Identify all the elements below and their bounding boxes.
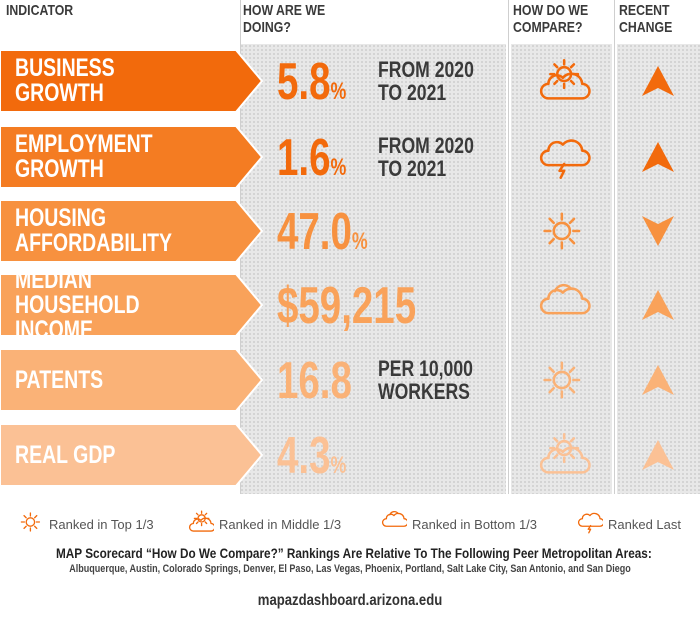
indicator-banner: HOUSING AFFORDABILITY bbox=[0, 200, 270, 262]
change-column-panel bbox=[617, 44, 700, 494]
arrow-up-icon bbox=[640, 64, 676, 98]
legend-item-bottom: Ranked in Bottom 1/3 bbox=[381, 510, 537, 539]
indicator-label: MEDIAN HOUSEHOLD INCOME bbox=[15, 265, 140, 344]
sun-behind-cloud-icon bbox=[188, 510, 219, 539]
indicator-label: HOUSING AFFORDABILITY bbox=[15, 204, 173, 257]
header-change-line2: CHANGE bbox=[619, 19, 673, 36]
legend-item-last: Ranked Last bbox=[577, 510, 681, 539]
scorecard-row: HOUSING AFFORDABILITY 47.0% bbox=[0, 200, 700, 262]
value-unit: % bbox=[330, 78, 347, 105]
sun-icon bbox=[535, 208, 591, 254]
header-indicator: INDICATOR bbox=[6, 2, 74, 19]
arrow-up-icon bbox=[640, 140, 676, 174]
value-unit: % bbox=[351, 228, 368, 255]
indicator-banner: MEDIAN HOUSEHOLD INCOME bbox=[0, 265, 270, 344]
header-compare-line2: COMPARE? bbox=[513, 19, 583, 36]
indicator-banner: BUSINESS GROWTH bbox=[0, 50, 270, 112]
scorecard-row: EMPLOYMENT GROWTH 1.6% FROM 2020 TO 2021 bbox=[0, 126, 700, 188]
scorecard-row: MEDIAN HOUSEHOLD INCOME $59,215 bbox=[0, 265, 700, 344]
value-note: PER 10,000 WORKERS bbox=[378, 356, 473, 404]
value-note: FROM 2020 TO 2021 bbox=[378, 133, 474, 181]
arrow-down-icon bbox=[640, 214, 676, 248]
header-doing-line1: HOW ARE WE bbox=[243, 2, 326, 19]
indicator-value: 5.8% bbox=[277, 56, 346, 118]
scorecard-row: PATENTS 16.8 PER 10,000 WORKERS bbox=[0, 349, 700, 411]
indicator-value: 16.8 bbox=[277, 355, 352, 417]
value-number: 47.0 bbox=[277, 203, 352, 261]
value-number: 1.6 bbox=[277, 129, 331, 187]
indicator-value: 4.3% bbox=[277, 430, 346, 492]
indicator-value: $59,215 bbox=[277, 280, 416, 342]
legend-label: Ranked in Bottom 1/3 bbox=[412, 517, 538, 532]
storm-cloud-icon bbox=[577, 510, 608, 539]
header-recent-change: RECENT CHANGE bbox=[619, 2, 672, 36]
header-change-line1: RECENT bbox=[619, 2, 670, 19]
header-how-are-we-doing: HOW ARE WE DOING? bbox=[243, 2, 325, 36]
cloud-icon bbox=[535, 282, 591, 328]
sun-icon bbox=[18, 510, 49, 539]
doing-column-panel bbox=[240, 44, 506, 494]
footnote-cities: Albuquerque, Austin, Colorado Springs, D… bbox=[69, 563, 631, 575]
legend-item-top: Ranked in Top 1/3 bbox=[18, 510, 154, 539]
legend-item-middle: Ranked in Middle 1/3 bbox=[188, 510, 341, 539]
indicator-label: REAL GDP bbox=[15, 440, 116, 469]
indicator-value: 47.0% bbox=[277, 206, 368, 268]
sun-behind-cloud-icon bbox=[535, 58, 591, 104]
value-number: 5.8 bbox=[277, 53, 331, 111]
column-divider bbox=[614, 0, 615, 494]
value-number: 16.8 bbox=[277, 352, 352, 410]
legend-label: Ranked Last bbox=[608, 517, 681, 532]
website-url[interactable]: mapazdashboard.arizona.edu bbox=[257, 592, 443, 609]
arrow-up-icon bbox=[640, 363, 676, 397]
footnote-title: MAP Scorecard “How Do We Compare?” Ranki… bbox=[56, 545, 652, 561]
header-doing-line2: DOING? bbox=[243, 19, 291, 36]
indicator-label: PATENTS bbox=[15, 365, 104, 394]
sun-behind-cloud-icon bbox=[535, 432, 591, 478]
storm-cloud-icon bbox=[535, 134, 591, 180]
legend-label: Ranked in Top 1/3 bbox=[49, 517, 154, 532]
scorecard-row: BUSINESS GROWTH 5.8% FROM 2020 TO 2021 bbox=[0, 50, 700, 112]
table-header: INDICATOR HOW ARE WE DOING? HOW DO WE CO… bbox=[0, 0, 700, 48]
indicator-label: EMPLOYMENT GROWTH bbox=[15, 130, 153, 183]
legend-label: Ranked in Middle 1/3 bbox=[219, 517, 342, 532]
scorecard-row: REAL GDP 4.3% bbox=[0, 424, 700, 486]
arrow-up-icon bbox=[640, 438, 676, 472]
indicator-label: BUSINESS GROWTH bbox=[15, 54, 115, 107]
indicator-banner: EMPLOYMENT GROWTH bbox=[0, 126, 270, 188]
header-how-do-we-compare: HOW DO WE COMPARE? bbox=[513, 2, 588, 36]
value-note: FROM 2020 TO 2021 bbox=[378, 57, 474, 105]
scorecard-grid bbox=[0, 0, 700, 494]
cloud-icon bbox=[381, 510, 412, 539]
sun-icon bbox=[535, 357, 591, 403]
value-unit: % bbox=[330, 154, 347, 181]
header-compare-line1: HOW DO WE bbox=[513, 2, 589, 19]
compare-column-panel bbox=[511, 44, 612, 494]
indicator-value: 1.6% bbox=[277, 132, 346, 194]
value-number: $59,215 bbox=[277, 277, 417, 335]
value-number: 4.3 bbox=[277, 427, 331, 485]
indicator-banner: PATENTS bbox=[0, 349, 270, 411]
indicator-banner: REAL GDP bbox=[0, 424, 270, 486]
value-unit: % bbox=[330, 452, 347, 479]
legend: Ranked in Top 1/3 Ranked in Middle 1/3 R… bbox=[0, 506, 700, 536]
column-divider bbox=[508, 0, 509, 494]
arrow-up-icon bbox=[640, 288, 676, 322]
